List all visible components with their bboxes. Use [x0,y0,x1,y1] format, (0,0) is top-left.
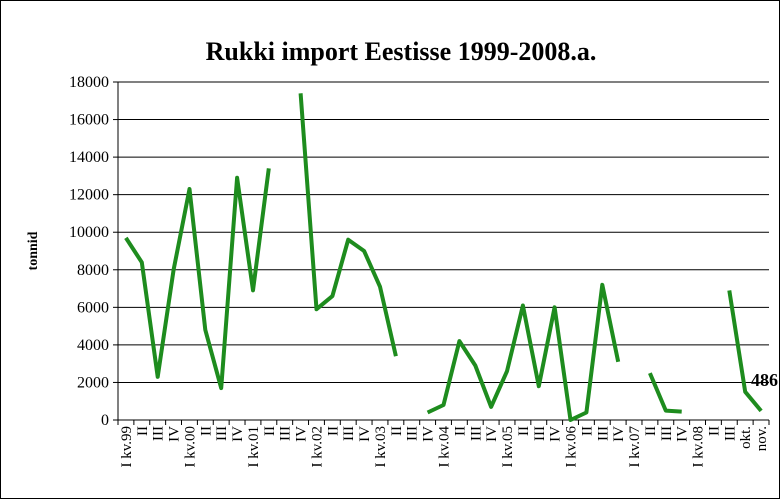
x-tick-label: I kv.02 [309,426,325,468]
data-label: 486 [751,370,778,390]
x-tick-label: II [325,426,341,436]
x-tick-labels: I kv.99 II III IV I kv.00 II III IV I kv.01 II III… [119,426,770,468]
x-tick-label: III [659,426,675,441]
x-tick-label: II [706,426,722,436]
series-line-segment [727,290,763,413]
series-line-segment [426,282,621,422]
x-tick-label: II [579,426,595,436]
x-tick-label: nov. [754,426,770,451]
x-tick-label: II [198,426,214,436]
x-tick-label: III [722,426,738,441]
x-tick-label: I kv.99 [119,426,135,468]
x-tick-label: II [516,426,532,436]
x-tick-label: IV [675,426,691,442]
x-tick-label: III [151,426,167,441]
x-tick-label: II [135,426,151,436]
y-axis-label: tonnid [26,231,41,270]
x-tick-label: I kv.07 [627,426,643,468]
x-tick-label: IV [294,426,310,442]
x-tick-label: III [214,426,230,441]
x-tick-label: IV [230,426,246,442]
x-tick-label: III [341,426,357,441]
x-tick-label: I kv.00 [182,426,198,468]
series-line-segment [648,372,682,414]
y-tick-labels: 0 2000 4000 6000 8000 10000 12000 14000 16000 180… [69,74,109,429]
x-tick-label: III [595,426,611,441]
x-tick-label: IV [611,426,627,442]
x-tick-label: II [452,426,468,436]
x-tick-label: II [389,426,405,436]
series-line-segment [298,93,398,357]
y-tick-label: 18000 [69,74,109,91]
y-tick-label: 10000 [69,224,109,241]
y-tick-label: 12000 [69,187,109,204]
y-tick-label: 14000 [69,149,109,166]
data-labels: 486 [751,370,778,390]
y-tick-label: 6000 [77,299,109,316]
x-tick-label: IV [167,426,183,442]
x-tick-label: I kv.03 [373,426,389,468]
chart-title: Rukki import Eestisse 1999-2008.a. [206,37,597,66]
x-tick-label: III [532,426,548,441]
x-tick-label: IV [357,426,373,442]
x-tick-label: II [262,426,278,436]
y-tick-label: 4000 [77,337,109,354]
y-tick-label: 2000 [77,374,109,391]
x-tick-label: IV [484,426,500,442]
series-line-segment [124,168,271,391]
x-tick-label: II [643,426,659,436]
axes [113,81,770,425]
y-tick-label: 0 [101,412,109,429]
x-tick-label: IV [548,426,564,442]
x-tick-label: okt. [738,426,754,449]
series-lines [124,93,763,422]
x-tick-label: I kv.08 [691,426,707,468]
x-tick-label: I kv.05 [500,426,516,468]
x-tick-label: I kv.04 [437,426,453,468]
x-tick-label: I kv.06 [564,426,580,468]
y-tick-label: 8000 [77,262,109,279]
x-tick-label: III [468,426,484,441]
gridlines [118,81,769,383]
x-tick-label: III [405,426,421,441]
x-tick-label: III [278,426,294,441]
y-tick-label: 16000 [69,112,109,129]
x-tick-label: IV [421,426,437,442]
x-tick-label: I kv.01 [246,426,262,468]
